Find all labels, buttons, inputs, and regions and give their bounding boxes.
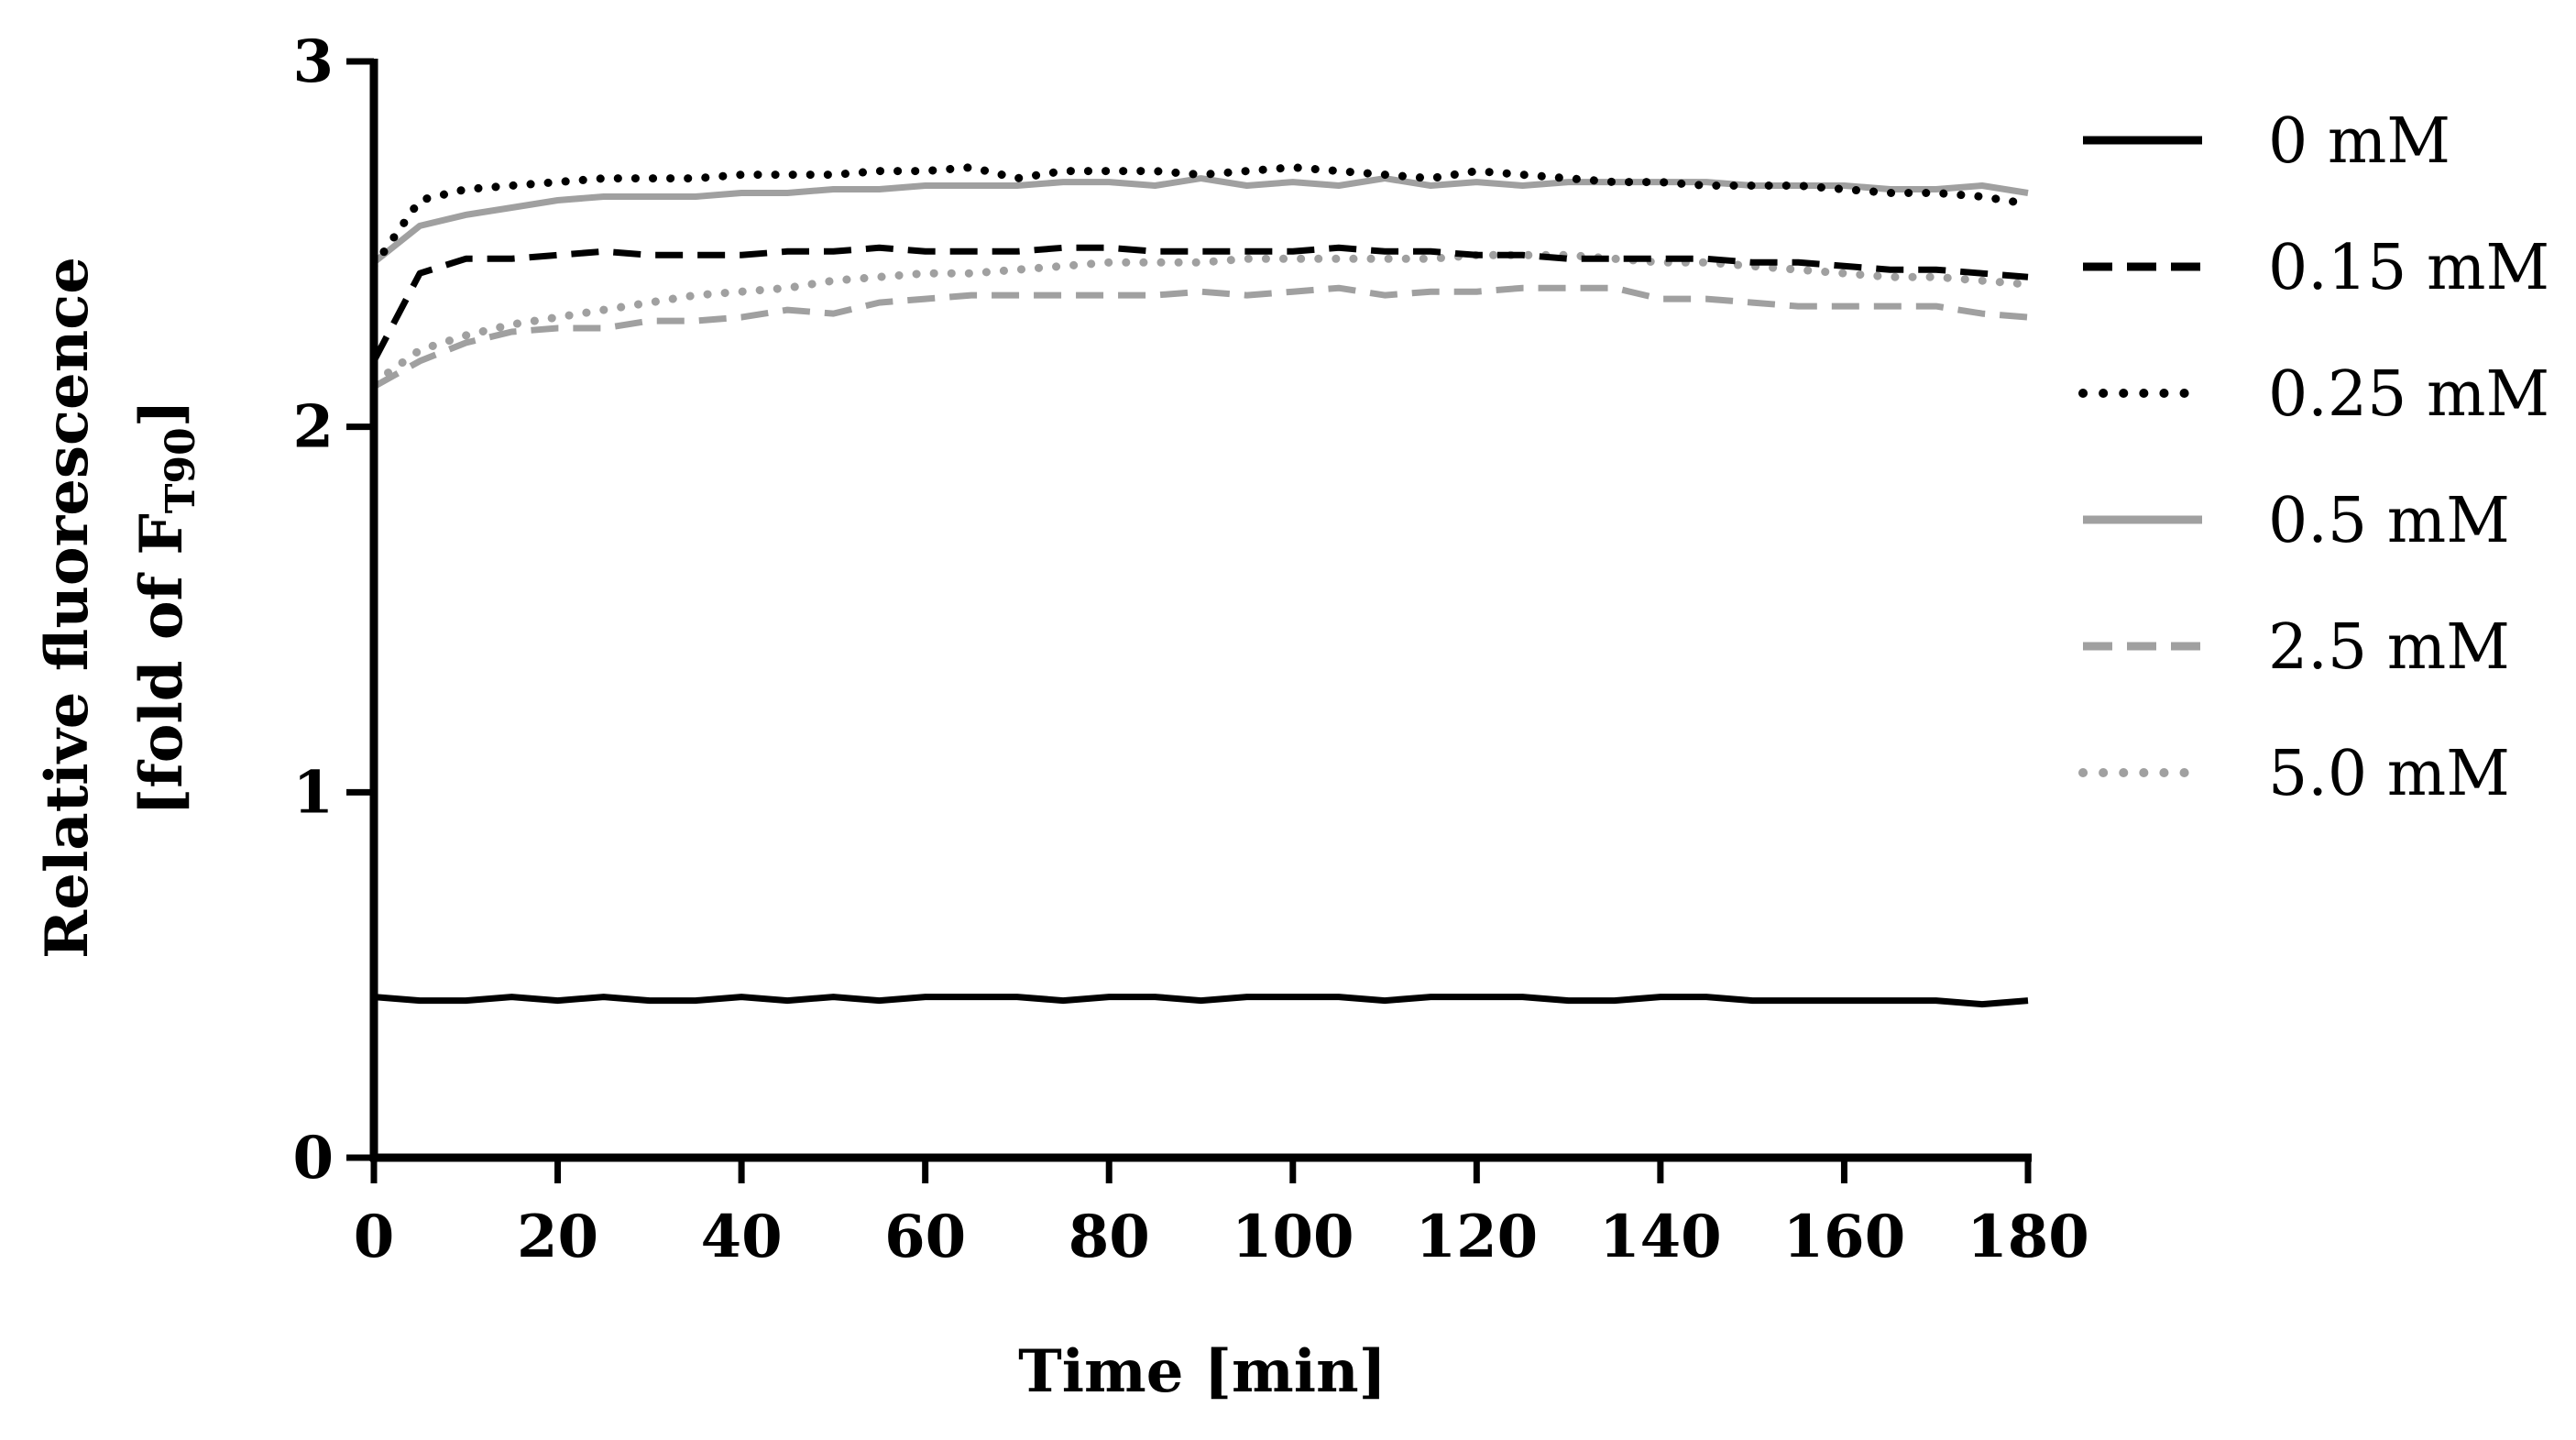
legend-label: 0.5 mM <box>2268 485 2510 557</box>
x-tick-label: 100 <box>1232 1203 1354 1271</box>
legend-label: 0.25 mM <box>2268 358 2549 431</box>
series-line-0-25-mm <box>369 163 2033 270</box>
series-line-0-15-mm <box>370 244 2029 363</box>
legend-label: 2.5 mM <box>2268 611 2510 684</box>
axes <box>369 59 2032 1162</box>
legend-label: 0 mM <box>2268 105 2450 178</box>
legend-label: 0.15 mM <box>2268 232 2549 304</box>
y-axis-title-prefix: [fold of F <box>127 513 196 816</box>
y-tick-label: 0 <box>292 1124 334 1193</box>
x-tick-label: 160 <box>1783 1203 1906 1271</box>
x-tick-label: 40 <box>701 1203 783 1271</box>
axis-ticks: 0 20 40 60 80 100 120 140 160 180 0 1 2 3 <box>292 27 2088 1271</box>
x-tick-label: 0 <box>354 1203 395 1271</box>
series-line-2-5-mm <box>372 284 2029 390</box>
legend: 0 mM 0.15 mM 0.25 mM 0.5 mM 2.5 mM 5.0 mM <box>2078 105 2549 810</box>
x-tick-label: 140 <box>1599 1203 1722 1271</box>
y-tick-label: 3 <box>292 27 334 96</box>
x-tick-label: 60 <box>884 1203 966 1271</box>
y-tick-label: 1 <box>292 758 334 827</box>
y-axis-title-unit: [fold of FT90] <box>127 400 204 816</box>
series-line-5-0-mm <box>369 250 2033 388</box>
x-tick-label: 120 <box>1416 1203 1539 1271</box>
x-tick-label: 20 <box>517 1203 598 1271</box>
y-axis-title-line2: [fold of FT90] <box>127 400 204 816</box>
x-tick-label: 180 <box>1967 1203 2089 1271</box>
legend-label: 5.0 mM <box>2268 738 2510 810</box>
series-lines <box>369 163 2033 1008</box>
y-axis-title-line1: Relative fluorescence <box>33 257 102 959</box>
x-axis-title: Time [min] <box>1018 1337 1387 1406</box>
series-line-0-mm <box>373 994 2029 1008</box>
y-axis-title: Relative fluorescence <box>33 257 102 959</box>
y-axis-title-subscript: T90 <box>158 427 204 513</box>
y-tick-label: 2 <box>292 393 334 462</box>
x-tick-label: 80 <box>1069 1203 1150 1271</box>
y-axis-title-suffix: ] <box>127 400 196 427</box>
